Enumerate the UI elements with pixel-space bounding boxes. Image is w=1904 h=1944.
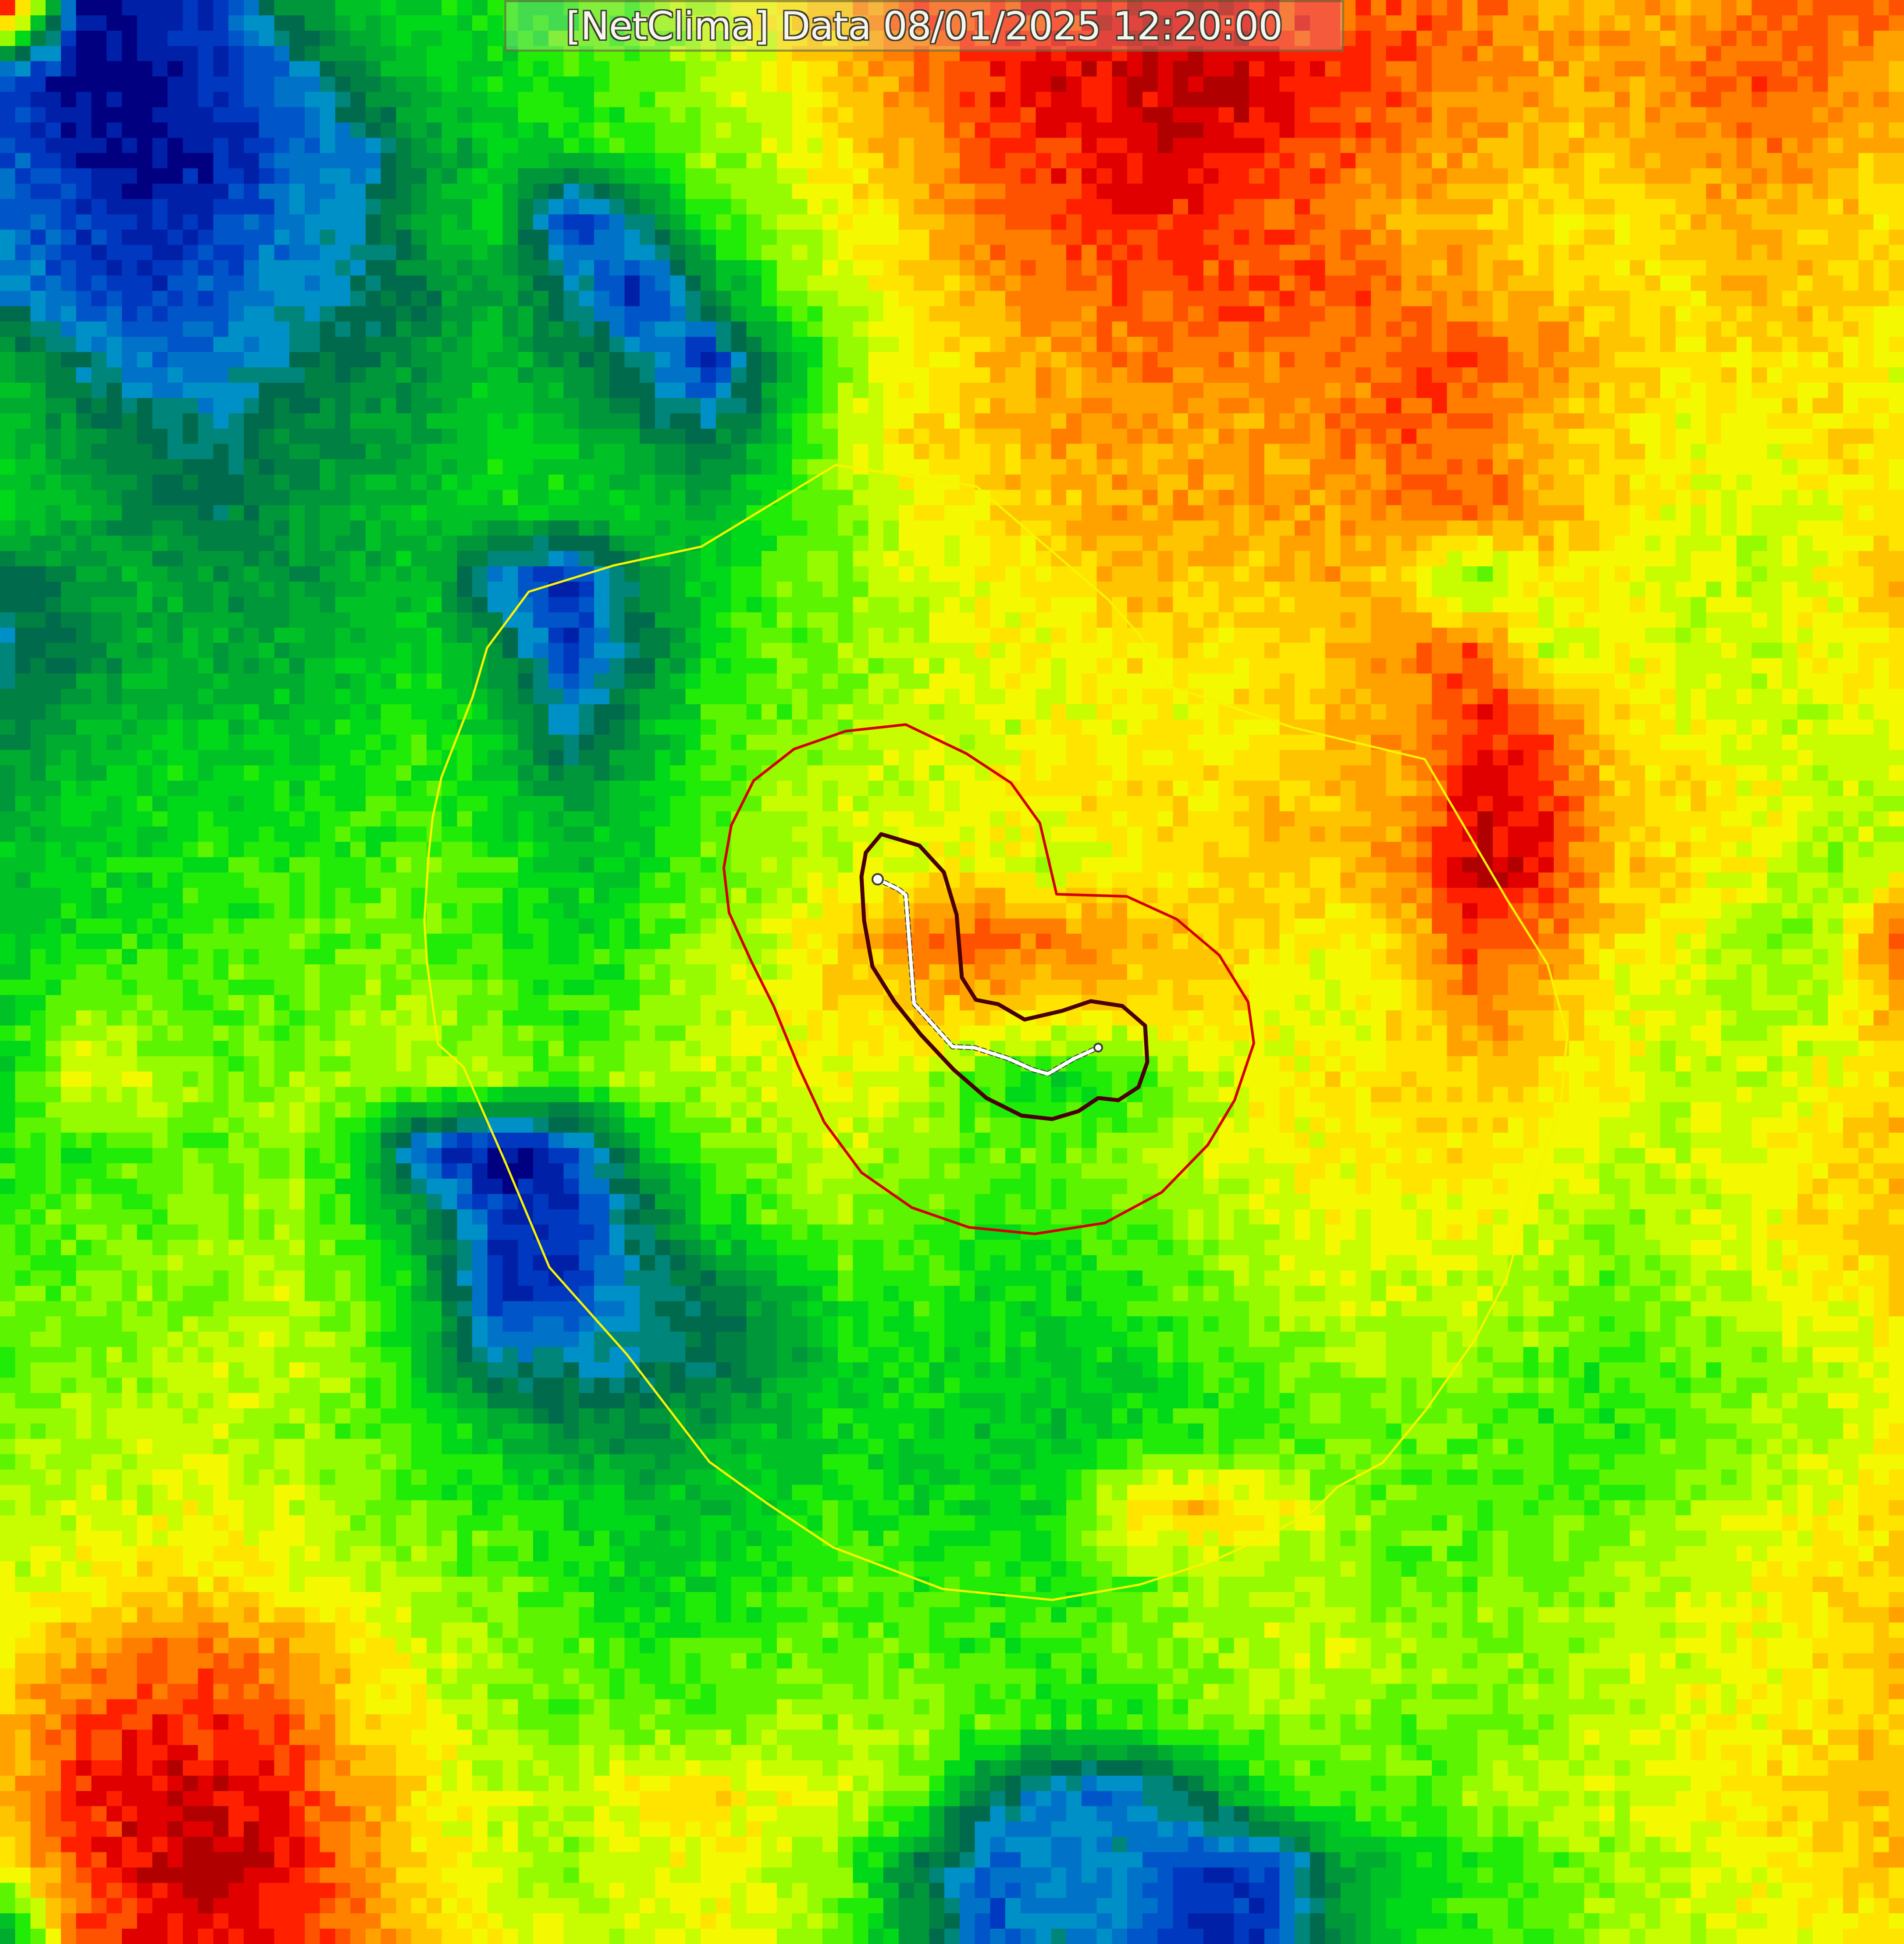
- inner-contour-line: [859, 832, 1150, 1121]
- title-text: [NetClima] Data 08/01/2025 12:20:00: [566, 3, 1283, 49]
- outer-contour-line: [423, 464, 1569, 1601]
- title-bar: [NetClima] Data 08/01/2025 12:20:00: [504, 0, 1344, 52]
- track-start-marker: [872, 873, 884, 885]
- track-line: [876, 878, 1100, 1076]
- track-end-marker: [1093, 1043, 1103, 1052]
- middle-contour-line: [722, 723, 1255, 1235]
